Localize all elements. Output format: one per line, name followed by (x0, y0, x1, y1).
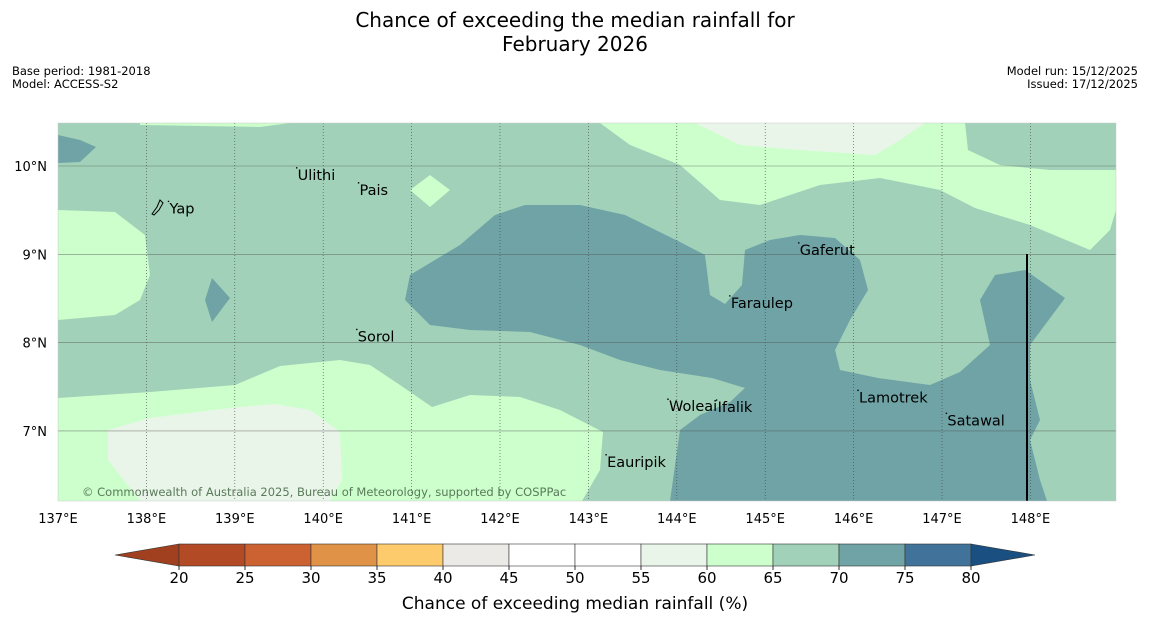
colorbar-segment (904, 543, 972, 567)
contour-60-65-top-left (140, 123, 290, 127)
island-marker (357, 182, 360, 184)
contour-70-75-central (405, 205, 1065, 501)
colorbar-segment (640, 543, 708, 567)
island-marker (667, 398, 669, 400)
latitude-tick-label: 9°N (23, 248, 48, 263)
colorbar-tick-label: 65 (763, 569, 782, 587)
longitude-tick-label: 143°E (569, 512, 609, 527)
longitude-tick-label: 148°E (1011, 512, 1051, 527)
place-label: Pais (360, 183, 389, 199)
contour-70-75-nw (58, 135, 96, 163)
meta-left: Base period: 1981-2018 Model: ACCESS-S2 (12, 65, 151, 91)
island-marker (857, 389, 859, 392)
colorbar-segment (772, 543, 840, 567)
longitude-tick-label: 147°E (922, 512, 962, 527)
island-marker (797, 242, 800, 244)
island-marker (715, 399, 718, 401)
colorbar-label: Chance of exceeding median rainfall (%) (401, 594, 749, 614)
contour-65-70-ne (965, 123, 1116, 170)
colorbar-tick-label: 30 (301, 569, 320, 587)
model-run: Model run: 15/12/2025 (1006, 64, 1138, 78)
place-label: Faraulep (731, 296, 793, 312)
place-labels: Yap Ulithi Pais Gaferut Faraulep Sorol Lamotre… (167, 167, 1005, 471)
colorbar-tick-label: 45 (499, 569, 518, 587)
chart-title: Chance of exceeding the median rainfall … (0, 8, 1150, 56)
graticule (58, 123, 1116, 501)
place-label: Woleai (669, 399, 717, 415)
title-line-1: Chance of exceeding the median rainfall … (355, 8, 795, 32)
colorbar-tick-label: 50 (565, 569, 584, 587)
colorbar-extend-low (114, 543, 180, 567)
colorbar-segment (310, 543, 378, 567)
colorbar-segment (376, 543, 444, 567)
contour-55-60-top (695, 123, 925, 155)
place-label: Yap (169, 201, 195, 217)
place-label: Ifalik (718, 400, 753, 416)
map-frame (57, 122, 1117, 502)
colorbar-segment (508, 543, 576, 567)
place-label: Lamotrek (859, 390, 928, 406)
colorbar-segment (442, 543, 510, 567)
colorbar-segment (706, 543, 774, 567)
meta-right: Model run: 15/12/2025 Issued: 17/12/2025 (1007, 65, 1138, 91)
longitude-tick-label: 138°E (127, 512, 167, 527)
copyright-text: © Commonwealth of Australia 2025, Bureau… (82, 485, 566, 499)
contour-fields (58, 123, 1116, 501)
contour-60-65-west (58, 210, 150, 320)
place-label: Gaferut (800, 243, 855, 259)
colorbar-tick-label: 80 (961, 569, 980, 587)
colorbar-segment (178, 543, 246, 567)
longitude-tick-label: 142°E (480, 512, 520, 527)
colorbar-tick-label: 40 (433, 569, 452, 587)
place-label: Satawal (947, 413, 1004, 429)
colorbar-segment (244, 543, 312, 567)
place-label: Sorol (358, 329, 395, 345)
colorbar-segment (838, 543, 906, 567)
longitude-tick-label: 140°E (303, 512, 343, 527)
place-label: Ulithi (298, 168, 336, 184)
base-period: Base period: 1981-2018 (12, 64, 151, 78)
longitude-tick-label: 137°E (38, 512, 78, 527)
colorbar-extend-high (970, 543, 1036, 567)
colorbar: 20 25 30 35 40 45 50 55 60 65 70 75 80 (114, 543, 1036, 587)
colorbar-tick-label: 55 (631, 569, 650, 587)
island-marker (167, 200, 170, 203)
island-marker (729, 295, 731, 297)
colorbar-tick-label: 60 (697, 569, 716, 587)
colorbar-tick-label: 35 (367, 569, 386, 587)
longitude-tick-label: 146°E (834, 512, 874, 527)
latitude-labels: 10°N 9°N 8°N 7°N (14, 160, 47, 440)
island-marker (355, 328, 358, 331)
contour-70-75-small (205, 278, 230, 322)
colorbar-tick-label: 70 (829, 569, 848, 587)
contour-60-65-diamond (410, 175, 450, 207)
longitude-tick-label: 139°E (215, 512, 255, 527)
colorbar-tick-label: 25 (235, 569, 254, 587)
latitude-tick-label: 7°N (23, 425, 48, 440)
colorbar-segment (574, 543, 642, 567)
island-marker (295, 167, 298, 169)
longitude-tick-label: 145°E (745, 512, 785, 527)
issued-date: Issued: 17/12/2025 (1027, 77, 1138, 91)
model-name: Model: ACCESS-S2 (12, 77, 119, 91)
yap-island (151, 199, 164, 216)
longitude-tick-label: 144°E (657, 512, 697, 527)
latitude-tick-label: 8°N (23, 337, 48, 352)
longitude-labels: 137°E 138°E 139°E 140°E 141°E 142°E 143°E 144°E… (38, 512, 1050, 527)
longitude-tick-label: 141°E (392, 512, 432, 527)
place-label: Eauripik (607, 455, 666, 471)
contour-55-60-sw (108, 404, 342, 501)
colorbar-tick-label: 75 (895, 569, 914, 587)
colorbar-tick-label: 20 (169, 569, 188, 587)
latitude-tick-label: 10°N (14, 160, 47, 175)
island-marker (945, 412, 948, 415)
island-marker (605, 454, 607, 456)
title-line-2: February 2026 (502, 32, 648, 56)
